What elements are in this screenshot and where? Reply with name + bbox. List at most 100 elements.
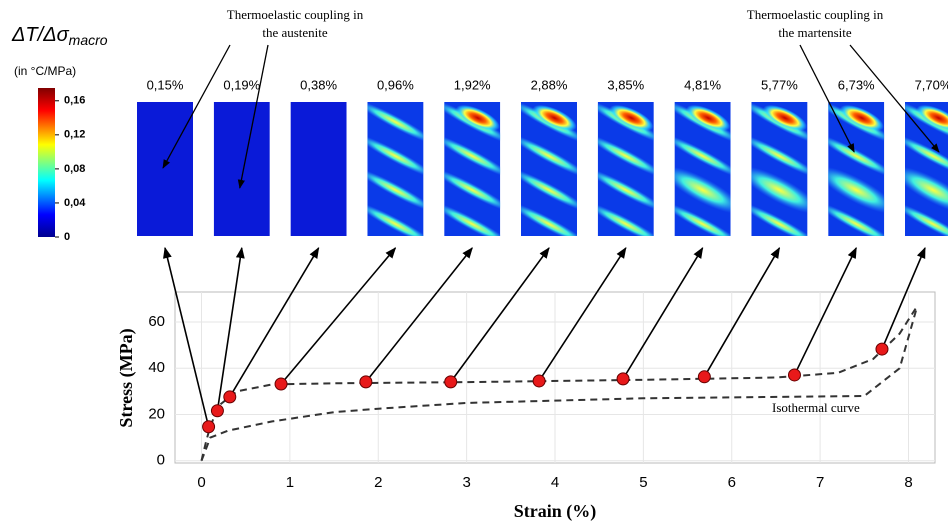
thermal-map	[751, 102, 808, 236]
map-band	[367, 168, 424, 212]
thermal-map	[444, 102, 501, 236]
thermal-map	[905, 102, 948, 236]
thermal-map	[213, 102, 270, 236]
colorbar	[38, 88, 55, 237]
point	[202, 420, 216, 434]
map-label: 1,92%	[454, 77, 491, 92]
point	[274, 377, 288, 391]
map-band	[597, 202, 654, 236]
y-tick-label: 40	[148, 359, 165, 376]
colorbar-tick-label: 0	[64, 231, 70, 243]
annotation: Thermoelastic coupling in	[227, 7, 364, 22]
annotation: the austenite	[262, 25, 328, 40]
map-label: 4,81%	[684, 77, 721, 92]
colorbar-title-main: ΔT/Δσ	[11, 24, 70, 46]
x-tick-label: 7	[816, 474, 824, 491]
point	[223, 390, 237, 404]
map-hot	[839, 104, 884, 132]
arrow	[216, 246, 245, 411]
map-label: 3,85%	[607, 77, 644, 92]
x-tick-label: 1	[286, 474, 294, 491]
thermal-map	[290, 102, 347, 236]
arrow	[793, 246, 857, 376]
point	[787, 368, 801, 382]
map-band	[444, 168, 501, 212]
map-band	[597, 134, 654, 178]
arrow	[162, 44, 231, 169]
map-label: 0,96%	[377, 77, 414, 92]
annotation: Thermoelastic coupling in	[747, 7, 884, 22]
map-band	[367, 102, 424, 144]
map-band	[597, 168, 654, 212]
thermal-map	[521, 102, 577, 236]
map-band	[444, 134, 501, 178]
map-band	[521, 202, 577, 236]
point	[616, 372, 630, 386]
y-tick-label: 20	[148, 405, 165, 422]
map-band	[751, 166, 808, 214]
arrow	[450, 247, 550, 383]
map-hot	[609, 104, 654, 132]
annotation: Isothermal curve	[772, 400, 860, 415]
y-tick-label: 60	[148, 313, 165, 330]
map-label: 0,38%	[300, 77, 337, 92]
point	[444, 375, 458, 389]
colorbar-title: ΔT/Δσmacro	[11, 24, 108, 47]
map-band	[751, 134, 808, 178]
arrow	[237, 44, 269, 189]
map-hot	[455, 104, 500, 132]
map-band	[367, 134, 424, 178]
map-label: 6,73%	[838, 77, 875, 92]
map-band	[444, 202, 501, 236]
arrow	[365, 247, 473, 383]
x-tick-label: 0	[197, 474, 205, 491]
x-tick-label: 3	[462, 474, 470, 491]
point	[532, 374, 546, 388]
arrow	[703, 247, 781, 378]
thermal-map	[367, 102, 424, 236]
map-bg	[137, 102, 193, 236]
annotation: the martensite	[778, 25, 852, 40]
point	[697, 370, 711, 384]
x-tick-label: 4	[551, 474, 559, 491]
map-band	[905, 202, 948, 236]
map-label: 2,88%	[531, 77, 568, 92]
map-hot	[762, 104, 808, 132]
map-bg	[290, 102, 347, 236]
map-band	[674, 202, 731, 236]
thermal-map	[828, 102, 885, 236]
map-label: 5,77%	[761, 77, 798, 92]
map-band	[521, 168, 577, 212]
arrow	[538, 247, 627, 382]
arrow	[280, 247, 397, 385]
colorbar-title-sub: macro	[69, 32, 108, 48]
map-band	[905, 134, 948, 178]
point	[359, 375, 373, 389]
map-hot	[686, 104, 731, 132]
colorbar-tick-label: 0,04	[64, 197, 86, 209]
x-tick-label: 2	[374, 474, 382, 491]
map-band	[674, 134, 731, 178]
map-band	[828, 202, 885, 236]
colorbar-unit: (in °C/MPa)	[14, 64, 76, 78]
map-band	[905, 166, 948, 214]
arrow	[163, 246, 210, 427]
map-hot	[532, 104, 577, 132]
arrow	[881, 246, 926, 350]
map-bg	[213, 102, 270, 236]
map-label: 0,19%	[223, 77, 260, 92]
map-band	[828, 166, 885, 214]
y-tick-label: 0	[157, 452, 165, 469]
curve	[200, 305, 919, 462]
map-label: 0,15%	[147, 77, 184, 92]
point	[875, 342, 889, 356]
arrow	[622, 247, 704, 380]
x-tick-label: 8	[904, 474, 912, 491]
arrow	[799, 44, 855, 153]
thermal-map	[137, 102, 193, 236]
arrow	[849, 44, 940, 153]
colorbar-tick-label: 0,12	[64, 129, 85, 141]
x-tick-label: 5	[639, 474, 647, 491]
arrow	[229, 247, 320, 398]
